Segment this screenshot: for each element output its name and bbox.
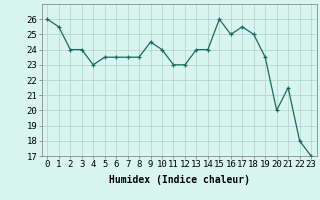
X-axis label: Humidex (Indice chaleur): Humidex (Indice chaleur) <box>109 175 250 185</box>
